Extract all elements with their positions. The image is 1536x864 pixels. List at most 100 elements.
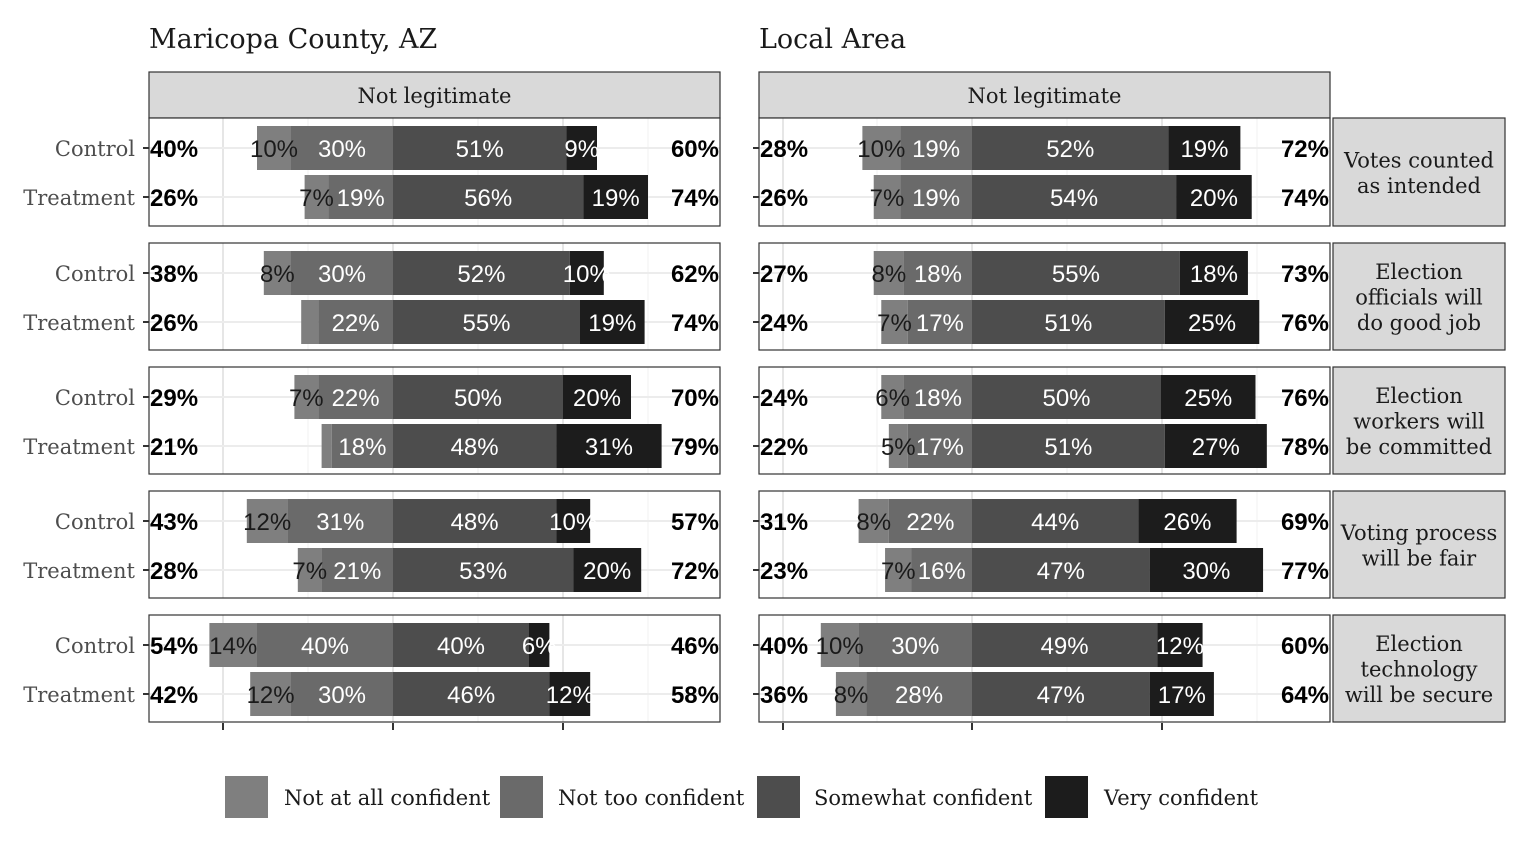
bar-segment <box>257 126 291 170</box>
segment-label: 55% <box>1052 261 1100 288</box>
segment-label: 8% <box>260 261 295 288</box>
bar-segment <box>250 672 291 716</box>
row-strip-label: Election <box>1375 632 1463 656</box>
segment-label: 47% <box>1037 558 1085 585</box>
bar-segment <box>1179 251 1248 295</box>
facet-strip <box>758 71 1331 119</box>
segment-label: 52% <box>1046 136 1094 163</box>
segment-label: 10% <box>250 136 298 163</box>
panel-border <box>148 366 721 475</box>
left-total: 40% <box>150 136 198 163</box>
right-total: 46% <box>671 633 719 660</box>
segment-label: 19% <box>912 136 960 163</box>
segment-label: 9% <box>564 136 599 163</box>
row-strip-label: will be fair <box>1362 546 1477 570</box>
legend-key <box>757 776 800 818</box>
left-total: 42% <box>150 682 198 709</box>
row-label: Control <box>55 137 135 161</box>
bar-segment <box>972 672 1150 716</box>
row-strip-label: Election <box>1375 260 1463 284</box>
row-label: Treatment <box>23 311 135 335</box>
bar-segment <box>885 548 912 592</box>
segment-label: 48% <box>451 434 499 461</box>
row-strip-label: Votes counted <box>1343 148 1494 172</box>
left-total: 26% <box>150 310 198 337</box>
segment-label: 54% <box>1050 185 1098 212</box>
bar-segment <box>287 499 393 543</box>
bar-segment <box>858 623 972 667</box>
segment-label: 19% <box>912 185 960 212</box>
bar-segment <box>393 175 584 219</box>
segment-label: 7% <box>870 185 905 212</box>
segment-label: 46% <box>447 682 495 709</box>
row-label: Control <box>55 510 135 534</box>
segment-label: 19% <box>592 185 640 212</box>
segment-label: 26% <box>1163 509 1211 536</box>
segment-label: 10% <box>563 261 611 288</box>
segment-label: 10% <box>549 509 597 536</box>
bar-segment <box>1149 672 1214 716</box>
right-total: 57% <box>671 509 719 536</box>
panel-title: Maricopa County, AZ <box>149 24 437 55</box>
segment-label: 50% <box>1042 385 1090 412</box>
bar-segment <box>903 251 972 295</box>
segment-label: 8% <box>871 261 906 288</box>
bar-segment <box>881 300 908 344</box>
row-strip <box>1332 614 1506 723</box>
segment-label: 7% <box>292 558 327 585</box>
segment-label: 51% <box>456 136 504 163</box>
bar-segment <box>318 300 393 344</box>
facet-strip <box>148 71 721 119</box>
left-total: 21% <box>150 434 198 461</box>
bar-segment <box>1161 375 1256 419</box>
bar-segment <box>393 672 550 716</box>
bar-segment <box>393 548 574 592</box>
right-total: 58% <box>671 682 719 709</box>
segment-label: 51% <box>1044 434 1092 461</box>
segment-label: 6% <box>875 385 910 412</box>
bar-segment <box>900 126 972 170</box>
row-strip <box>1332 366 1506 475</box>
segment-label: 12% <box>1156 633 1204 660</box>
left-total: 28% <box>150 558 198 585</box>
row-strip-label: will be secure <box>1345 683 1493 707</box>
bar-segment <box>556 424 662 468</box>
bar-segment <box>291 672 393 716</box>
segment-label: 20% <box>573 385 621 412</box>
bar-segment <box>529 623 550 667</box>
left-total: 23% <box>760 558 808 585</box>
row-strip-label: technology <box>1361 658 1478 682</box>
right-total: 76% <box>1281 310 1329 337</box>
left-total: 22% <box>760 434 808 461</box>
segment-label: 44% <box>1031 509 1079 536</box>
right-total: 77% <box>1281 558 1329 585</box>
legend-label: Very confident <box>1103 786 1259 810</box>
bar-segment <box>972 424 1165 468</box>
bar-segment <box>291 126 393 170</box>
bar-segment <box>263 251 291 295</box>
bar-segment <box>888 424 908 468</box>
segment-label: 19% <box>337 185 385 212</box>
segment-label: 20% <box>1190 185 1238 212</box>
bar-segment <box>569 251 604 295</box>
bar-segment <box>900 175 972 219</box>
facet-strip-label: Not legitimate <box>968 84 1122 108</box>
bar-segment <box>580 300 645 344</box>
segment-label: 25% <box>1188 310 1236 337</box>
right-total: 73% <box>1281 261 1329 288</box>
segment-label: 10% <box>816 633 864 660</box>
panel-border <box>758 366 1331 475</box>
segment-label: 40% <box>437 633 485 660</box>
row-strip <box>1332 117 1506 227</box>
panel-border <box>148 490 721 599</box>
segment-label: 21% <box>333 558 381 585</box>
panel-border <box>758 490 1331 599</box>
bar-segment <box>257 623 393 667</box>
bar-segment <box>393 499 557 543</box>
panel-border <box>148 117 721 227</box>
row-strip <box>1332 242 1506 351</box>
bar-segment <box>820 623 859 667</box>
bar-segment <box>246 499 288 543</box>
bar-segment <box>835 672 867 716</box>
bar-segment <box>1176 175 1252 219</box>
